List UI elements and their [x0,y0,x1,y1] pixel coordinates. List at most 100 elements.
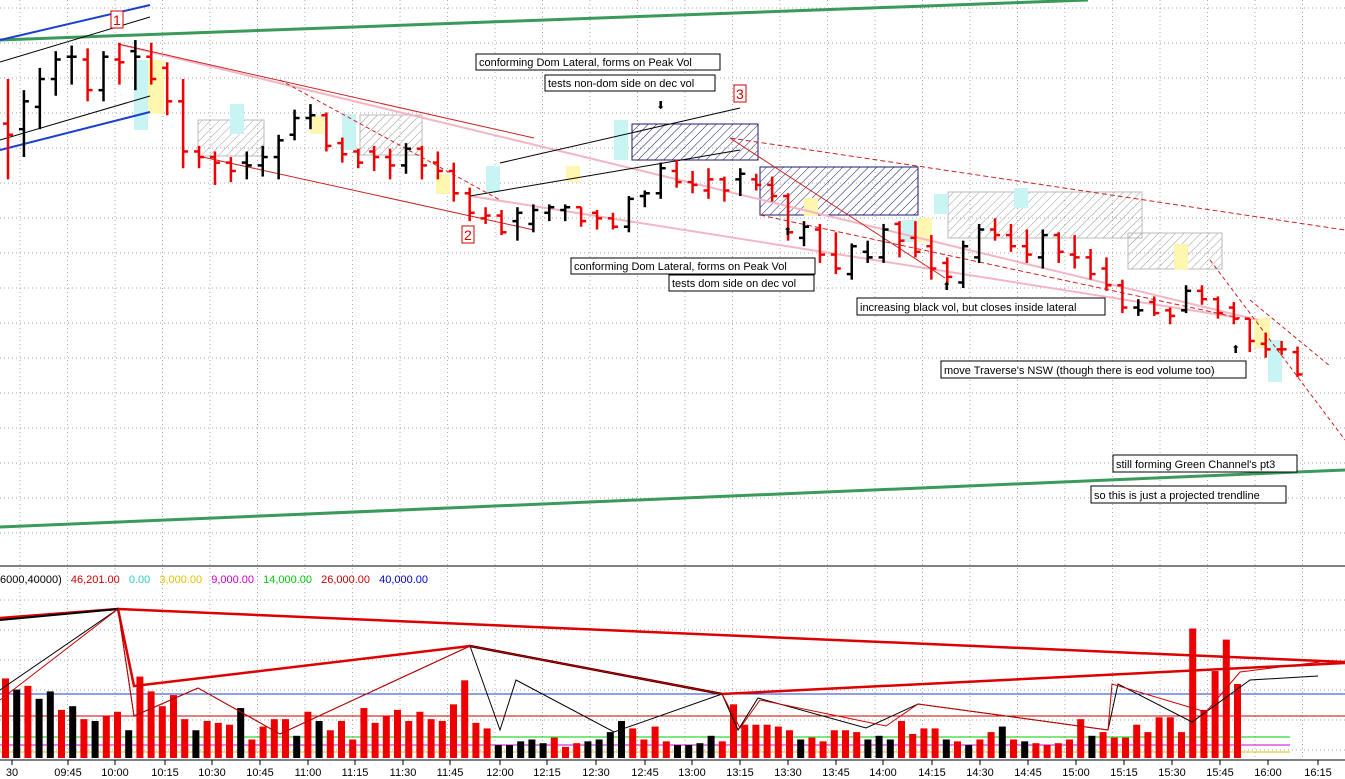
price-bar [974,223,985,263]
price-bar [273,134,284,180]
volume-bar [338,721,345,758]
volume-bar [651,726,659,758]
red-channel [197,155,535,231]
volume-bar [629,728,637,758]
annotation: conforming Dom Lateral, forms on Peak Vo… [479,57,692,69]
volume-bar [158,706,166,758]
price-bar [50,51,61,96]
x-tick-label: 11:30 [390,767,417,779]
volume-trendline [0,608,119,621]
volume-bar [674,745,681,758]
price-bar [560,204,571,222]
volume-bar [237,708,245,758]
price-bar [783,193,794,241]
price-bar [98,51,109,102]
x-tick-label: 13:30 [774,767,802,779]
volume-bar [13,689,21,758]
price-bar [1181,285,1192,314]
price-bar [910,221,921,258]
volume-bar [192,730,200,758]
x-tick-label: 16:00 [1254,767,1282,779]
volume-bar [830,730,838,758]
volume-bar [1110,737,1118,758]
x-tick-label: 10:15 [151,767,179,779]
arrow-up-icon: ⬆ [1231,343,1240,356]
annotation-box [570,257,816,275]
point-label-box [110,10,124,29]
volume-bar [136,676,144,758]
x-tick-label: 15:45 [1206,767,1234,779]
volume-bar [1211,671,1219,758]
volume-bar [1122,737,1129,758]
x-tick-label: 15:30 [1158,767,1186,779]
volume-bar [416,711,424,758]
x-tick-label: 11:15 [342,767,369,779]
volume-bar [461,680,469,758]
x-tick-label: 14:15 [918,767,946,779]
volume-bar [1043,745,1051,758]
highlight-yellow [310,116,324,134]
price-bar [1053,232,1064,263]
volume-bar [394,709,401,758]
point-label: 1 [113,12,121,28]
price-bar [385,148,396,180]
volume-bar [125,730,133,758]
price-bar [66,45,77,85]
volume-bar [987,732,995,758]
highlight-cyan [1014,188,1028,208]
volume-bar [718,741,726,758]
volume-bar [965,745,973,758]
price-bar [401,143,411,174]
volume-bar [696,743,704,758]
volume-bar [931,728,939,758]
price-bar [958,240,969,289]
price-bar [528,204,539,233]
x-tick-label: 15:15 [1110,767,1138,779]
price-bar [1244,317,1255,353]
price-bar [1165,307,1176,325]
volume-bar [842,730,849,758]
volume-bar [371,722,379,758]
volume-bar [293,735,301,758]
price-bar [1212,296,1223,319]
volume-lines [0,607,1345,735]
volume-bar [1222,639,1230,758]
volume-bar [360,708,368,758]
volume-bar [550,737,558,758]
black-lateral [469,149,741,197]
blue-channel-top [0,4,151,41]
x-tick-label: 16:15 [1304,767,1332,779]
x-tick-label: 15:00 [1062,767,1090,779]
pink-trendline [469,195,1241,319]
highlight-cyan [614,120,628,160]
black-lateral [499,107,741,164]
volume-bar [69,706,77,758]
volume-bar [573,743,581,758]
price-bar [592,210,603,230]
price-bar [178,79,189,169]
price-bar [496,210,507,236]
red-channel [1249,299,1331,367]
price-bar [703,168,714,199]
volume-bar [864,739,872,758]
volume-bar [898,721,905,758]
chart-grid [0,0,1345,760]
price-bar [1260,332,1271,358]
price-bar [1021,229,1032,263]
price-bar [1133,299,1144,316]
x-tick-label: 13:00 [678,767,706,779]
price-bar [687,170,698,194]
volume-bar [248,739,256,758]
price-bar [34,67,45,130]
legend-level: 3,000.00 [159,574,202,586]
price-bar [735,168,746,197]
price-bar [512,207,523,241]
legend-level: 9,000.00 [211,574,254,586]
price-bar [814,223,825,263]
volume-bar [1144,732,1152,758]
x-axis: 30 09:45 10:00 10:15 10:30 10:45 11:00 11:15 11:… [6,760,1332,779]
price-bar [1101,257,1112,291]
x-tick-label: 09:45 [54,767,82,779]
volume-bar [920,728,928,758]
